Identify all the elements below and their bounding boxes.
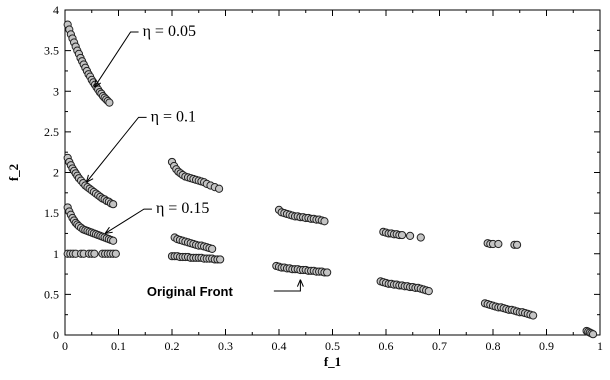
data-point [494, 239, 503, 249]
y-tick-label: 3.5 [44, 44, 59, 58]
annotation-arrowhead [93, 79, 102, 88]
annotation-arrow [86, 116, 147, 183]
data-point [216, 255, 225, 264]
x-axis-label: f_1 [324, 354, 341, 369]
data-point [424, 287, 433, 296]
data-point [111, 249, 120, 258]
x-tick-label: 0.9 [539, 339, 554, 353]
data-point [529, 311, 538, 320]
y-tick-label: 4 [53, 3, 59, 17]
annotation-arrowhead [104, 226, 113, 234]
data-point [109, 236, 118, 245]
x-tick-label: 0.5 [325, 339, 340, 353]
data-point [109, 200, 118, 209]
x-tick-label: 0 [62, 339, 68, 353]
annotation-arrow [94, 31, 139, 88]
annotation-arrow [273, 279, 301, 292]
y-tick-label: 0 [53, 328, 59, 342]
x-tick-label: 1 [597, 339, 603, 353]
annotation-label: Original Front [147, 284, 234, 299]
x-tick-label: 0.6 [379, 339, 394, 353]
tick-labels: 0 0.1 0.2 0.3 0.4 0.5 0.6 0.7 0.8 0.9 1 0 0.5 1 1.5 2 2.… [44, 3, 603, 353]
annotation-arrowhead [85, 174, 94, 183]
data-point [588, 330, 598, 339]
x-tick-label: 0.4 [272, 339, 287, 353]
x-tick-label: 0.7 [432, 339, 447, 353]
x-tick-label: 0.8 [486, 339, 501, 353]
plot-border [64, 9, 601, 336]
y-tick-label: 2 [53, 166, 59, 180]
plot-frame [64, 9, 601, 336]
y-tick-label: 1.5 [44, 206, 59, 220]
data-point [512, 240, 522, 249]
x-tick-label: 0.3 [218, 339, 233, 353]
x-tick-label: 0.2 [165, 339, 180, 353]
annotation-arrow [104, 208, 152, 234]
annotation-label: η = 0.1 [151, 108, 196, 125]
y-tick-label: 3 [53, 84, 59, 98]
data-point [320, 217, 329, 226]
data-point [105, 98, 114, 107]
y-tick-label: 2.5 [44, 125, 59, 139]
data-point [323, 268, 332, 277]
annotation-label: η = 0.05 [143, 23, 196, 40]
y-axis-label: f_2 [6, 164, 21, 181]
data-point [397, 230, 407, 240]
annotation-arrowhead [296, 279, 304, 287]
data-point [214, 184, 224, 193]
x-tick-label: 0.1 [111, 339, 126, 353]
y-tick-label: 1 [53, 247, 59, 261]
data-point [208, 244, 217, 253]
annotations: η = 0.05 η = 0.1 η = 0.15 Original Front [85, 23, 304, 299]
data-point [405, 231, 415, 240]
y-tick-label: 0.5 [44, 287, 59, 301]
axis-ticks [64, 9, 601, 336]
data-point [416, 233, 425, 242]
annotation-label: η = 0.15 [156, 200, 209, 217]
data-point [90, 249, 99, 258]
data-points [63, 20, 598, 339]
